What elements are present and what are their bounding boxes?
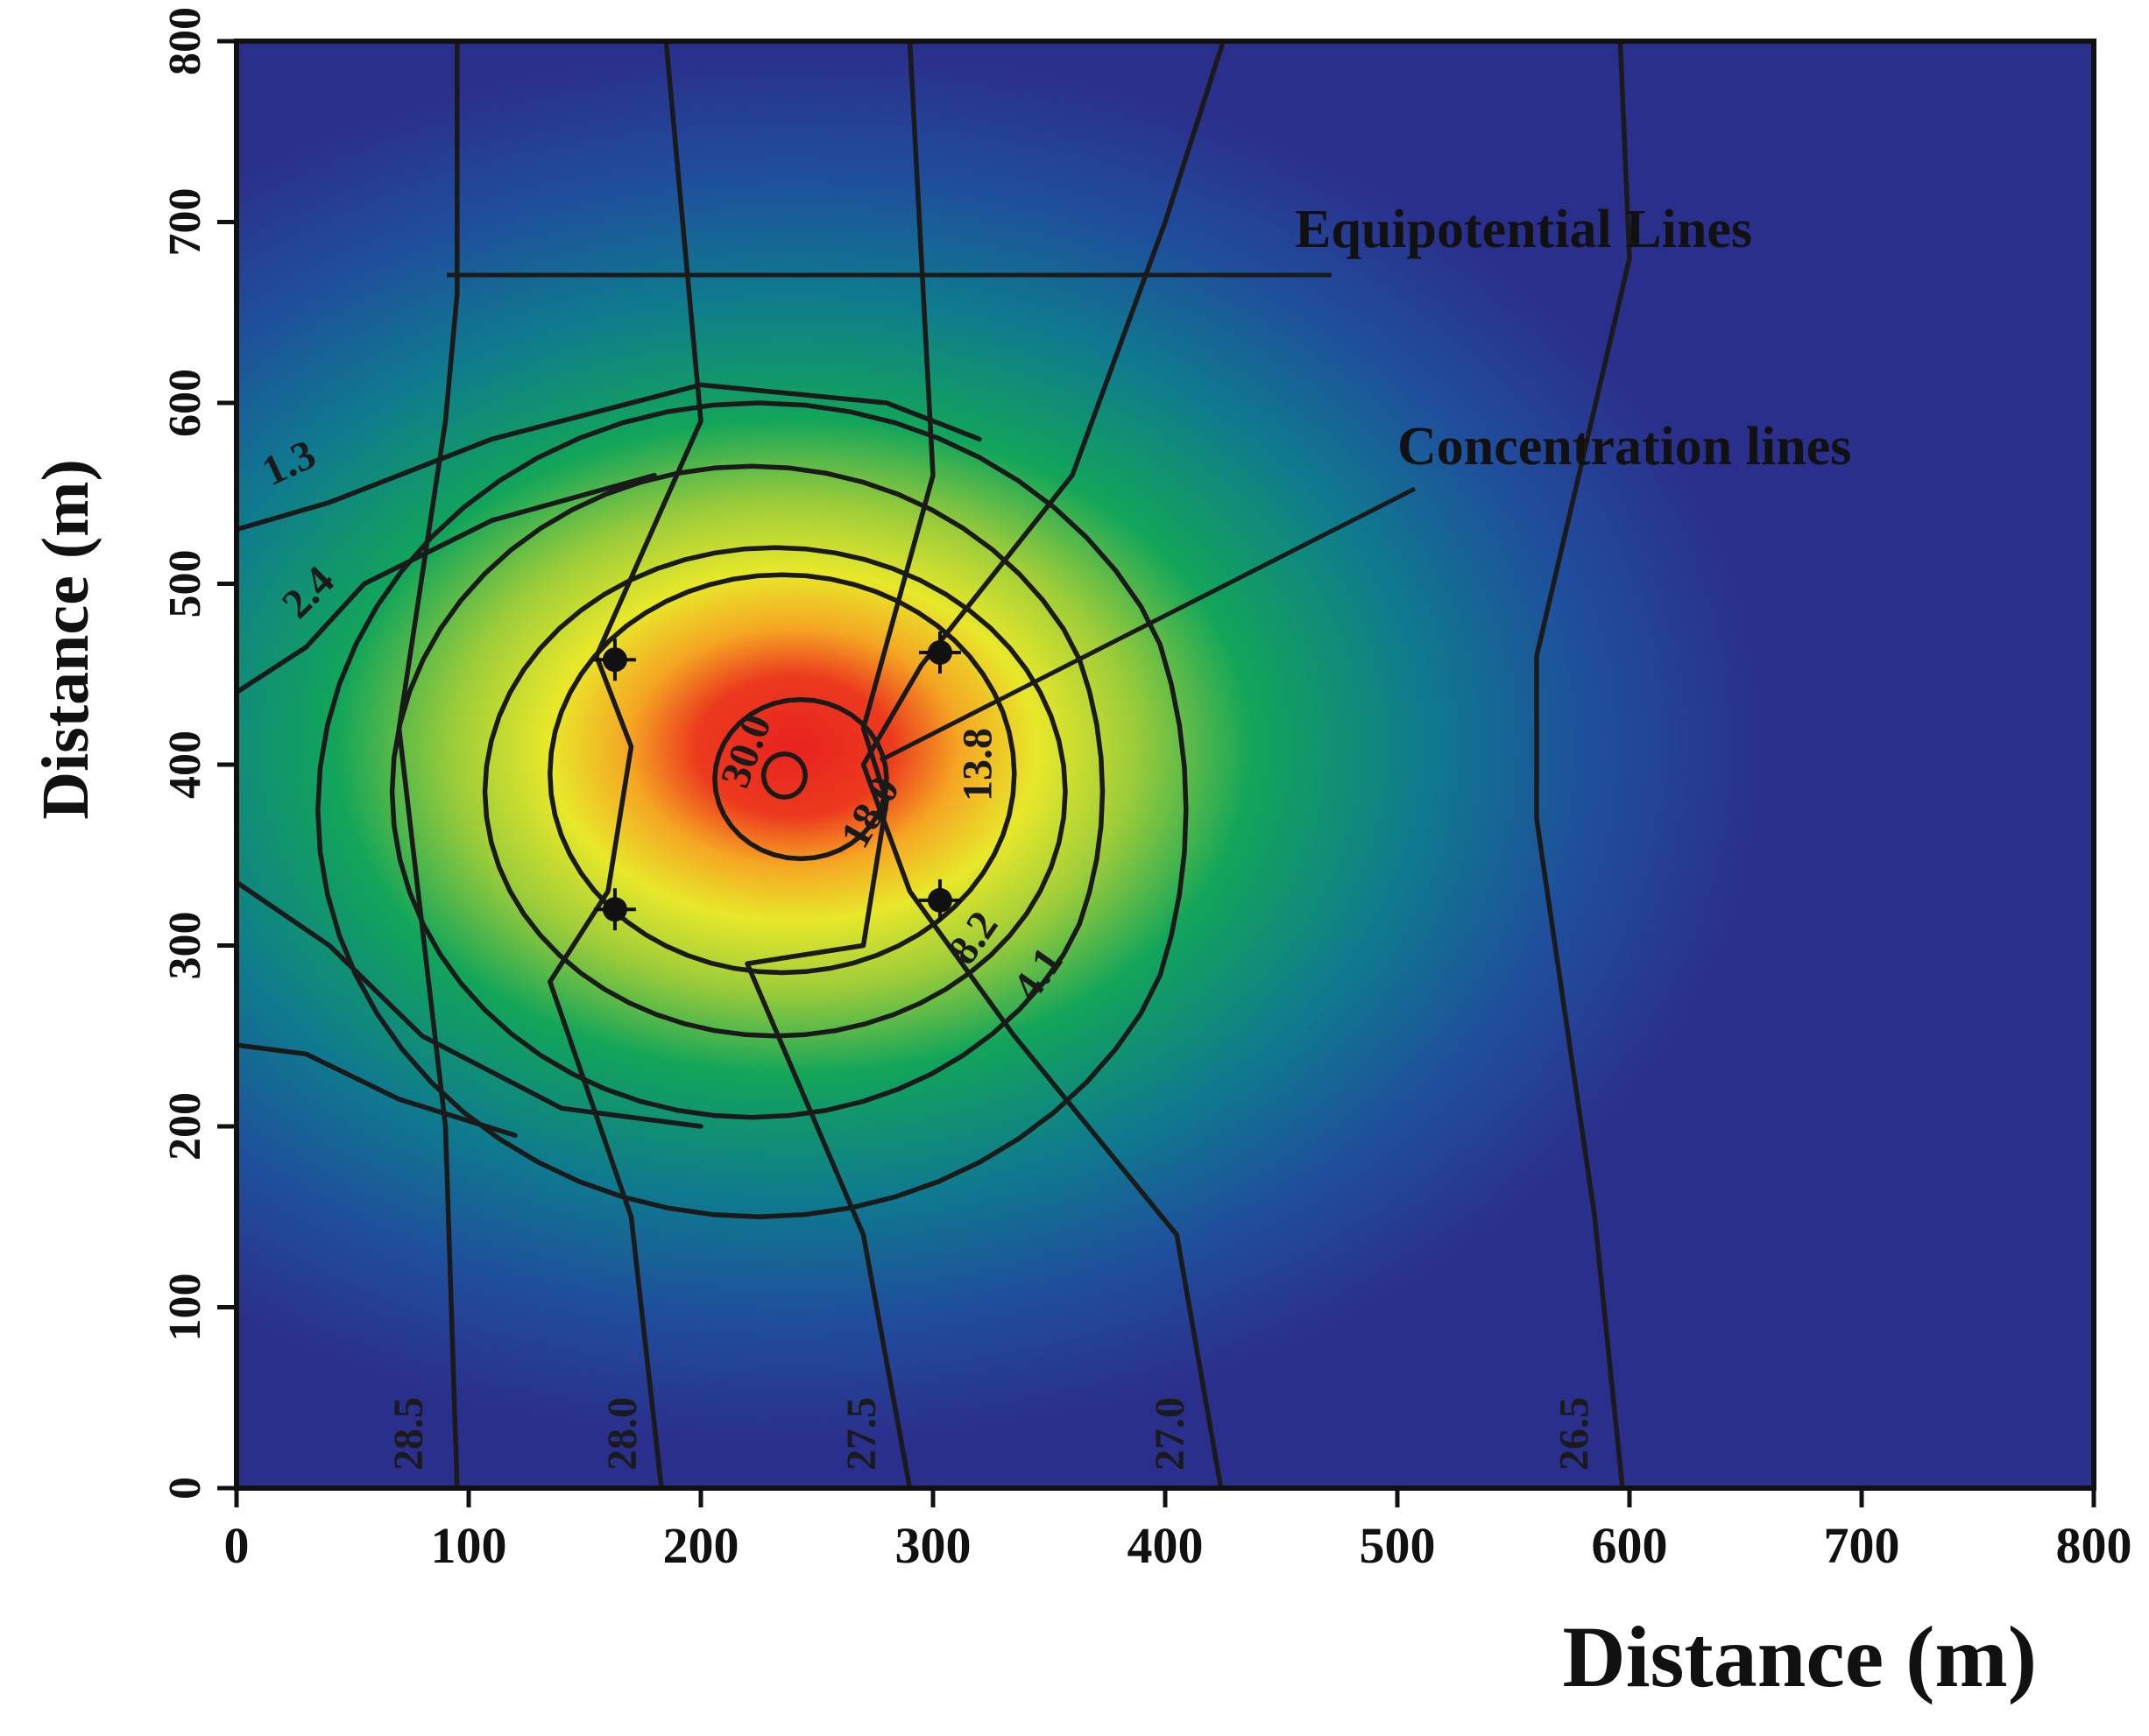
y-axis-label: Distance (m) — [29, 459, 103, 820]
y-tick-label: 100 — [160, 1274, 210, 1342]
x-tick-label: 500 — [1360, 1517, 1436, 1574]
equipotential-label: 28.0 — [599, 1397, 646, 1471]
equipotential-line — [1534, 39, 1632, 1491]
equipotential-line — [548, 39, 703, 1491]
concentration-leader — [879, 486, 1417, 763]
x-axis-label: Distance (m) — [1562, 1608, 2037, 1705]
concentration-line — [548, 572, 1017, 976]
concentration-line — [315, 400, 1189, 1220]
y-tick-label: 300 — [160, 912, 210, 980]
concentration-line — [234, 879, 703, 1129]
y-tick-label: 500 — [160, 550, 210, 618]
concentration-line — [712, 696, 889, 862]
equipotential-label: 27.0 — [1147, 1397, 1193, 1471]
equipotential-line — [745, 39, 936, 1491]
equipotential-annotation: Equipotential Lines — [1295, 200, 1752, 259]
plot-area — [237, 41, 2094, 1488]
x-tick-label: 600 — [1592, 1517, 1668, 1574]
x-tick-label: 100 — [431, 1517, 507, 1574]
concentration-annotation: Concentration lines — [1397, 417, 1851, 476]
wells — [593, 631, 961, 931]
concentration-line — [389, 463, 1106, 1120]
concentration-line — [234, 472, 657, 695]
x-tick-label: 800 — [2056, 1517, 2132, 1574]
concentration-label: 13.8 — [954, 728, 1000, 801]
equipotential-label: 26.5 — [1551, 1397, 1597, 1471]
x-tick-label: 700 — [1824, 1517, 1900, 1574]
x-tick-label: 300 — [895, 1517, 972, 1574]
y-tick-label: 800 — [160, 7, 210, 75]
equipotential-label: 28.5 — [385, 1397, 432, 1471]
concentration-line — [234, 382, 982, 533]
contour-lines — [234, 39, 1632, 1491]
concentration-heatmap — [237, 41, 2094, 1488]
concentration-line — [234, 1042, 518, 1139]
y-tick-label: 600 — [160, 369, 210, 437]
y-tick-label: 400 — [160, 730, 210, 799]
y-axis: 0 100 200 300 400 500 600 700 800 — [160, 7, 237, 1500]
y-tick-label: 0 — [160, 1477, 210, 1500]
y-tick-label: 700 — [160, 188, 210, 257]
equipotential-label: 27.5 — [838, 1397, 885, 1471]
x-tick-label: 400 — [1128, 1517, 1204, 1574]
y-tick-label: 200 — [160, 1092, 210, 1161]
x-tick-label: 200 — [663, 1517, 739, 1574]
x-tick-label: 0 — [224, 1517, 250, 1574]
x-axis: 0 100 200 300 400 500 600 700 800 — [224, 1488, 2132, 1574]
concentration-line — [482, 545, 1068, 1039]
equipotential-line — [396, 39, 460, 1491]
concentration-line — [760, 751, 809, 800]
equipotential-line — [860, 39, 1226, 1491]
